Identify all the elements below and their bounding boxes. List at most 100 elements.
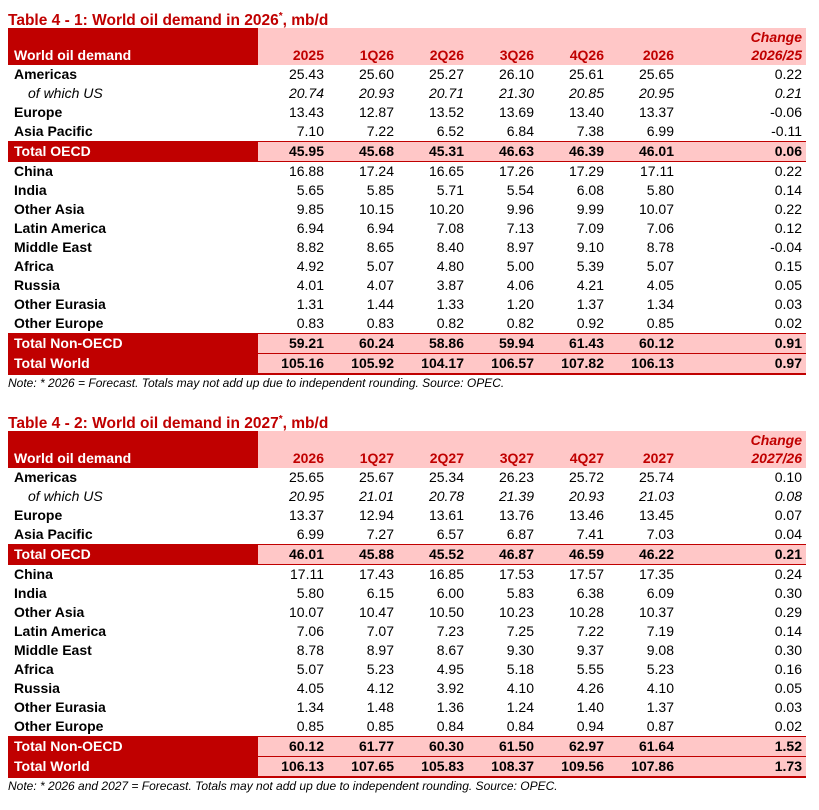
value-cell: 60.12 (608, 333, 678, 354)
value-cell: 7.41 (576, 526, 604, 542)
value-cell: 61.43 (538, 333, 608, 354)
value-cell: 8.97 (506, 239, 534, 255)
value-cell: 7.07 (366, 623, 394, 639)
column-header: 1Q26 (328, 46, 398, 65)
value-cell: 26.10 (498, 66, 534, 82)
value-cell: 10.50 (428, 604, 464, 620)
oil-demand-table-2027: Change World oil demand 2026 1Q27 2Q27 3… (8, 431, 806, 778)
value-cell: 21.39 (498, 488, 534, 504)
row-label: Middle East (14, 642, 92, 658)
table-row: Americas 25.65 25.67 25.34 26.23 25.72 25.74 0.… (8, 468, 806, 487)
value-cell: 7.06 (296, 623, 324, 639)
value-cell: 8.65 (366, 239, 394, 255)
value-cell: 7.03 (646, 526, 674, 542)
value-cell: 7.22 (576, 623, 604, 639)
value-cell: 20.95 (288, 488, 324, 504)
value-cell: 6.84 (506, 123, 534, 139)
table-row: Asia Pacific 7.10 7.22 6.52 6.84 7.38 6.99 -0.1… (8, 122, 806, 142)
value-cell: 5.80 (646, 182, 674, 198)
change-cell: 0.22 (774, 66, 802, 82)
value-cell: 25.61 (568, 66, 604, 82)
change-cell: 0.02 (774, 718, 802, 734)
table-note: Note: * 2026 = Forecast. Totals may not … (8, 376, 505, 390)
value-cell: 25.65 (638, 66, 674, 82)
column-header: 2Q27 (398, 449, 468, 468)
value-cell: 6.15 (366, 585, 394, 601)
value-cell: 10.15 (358, 201, 394, 217)
value-cell: 5.18 (506, 661, 534, 677)
row-label: China (14, 163, 53, 179)
change-cell: 0.30 (774, 642, 802, 658)
value-cell: 17.43 (358, 566, 394, 582)
row-label: China (14, 566, 53, 582)
change-cell: 0.03 (774, 699, 802, 715)
value-cell: 6.99 (296, 526, 324, 542)
change-cell: 0.97 (678, 353, 806, 375)
value-cell: 7.10 (296, 123, 324, 139)
value-cell: 17.24 (358, 163, 394, 179)
value-cell: 6.09 (646, 585, 674, 601)
total-row: Total OECD 46.01 45.88 45.52 46.87 46.59 46.22… (8, 544, 806, 565)
value-cell: 21.03 (638, 488, 674, 504)
header-row: World oil demand 2025 1Q26 2Q26 3Q26 4Q2… (8, 46, 806, 65)
value-cell: 0.87 (646, 718, 674, 734)
table-row: Russia 4.01 4.07 3.87 4.06 4.21 4.05 0.05 (8, 276, 806, 295)
change-cell: 1.73 (678, 756, 806, 778)
value-cell: 5.07 (366, 258, 394, 274)
value-cell: 21.30 (498, 85, 534, 101)
value-cell: 7.23 (436, 623, 464, 639)
value-cell: 17.26 (498, 163, 534, 179)
change-cell: -0.04 (770, 239, 802, 255)
row-label: Other Eurasia (14, 296, 106, 312)
value-cell: 5.71 (436, 182, 464, 198)
value-cell: 6.94 (366, 220, 394, 236)
column-header: 2027 (608, 449, 678, 468)
value-cell: 6.87 (506, 526, 534, 542)
column-header: 2025 (258, 46, 328, 65)
value-cell: 13.46 (568, 507, 604, 523)
row-label: Asia Pacific (14, 526, 93, 542)
value-cell: 6.52 (436, 123, 464, 139)
change-cell: -0.06 (770, 104, 802, 120)
change-cell: 0.22 (774, 201, 802, 217)
value-cell: 6.94 (296, 220, 324, 236)
change-cell: 1.52 (678, 736, 806, 757)
value-cell: 8.78 (646, 239, 674, 255)
value-cell: 106.13 (258, 756, 328, 778)
table-row: Other Eurasia 1.34 1.48 1.36 1.24 1.40 1.37 0.0… (8, 698, 806, 717)
value-cell: 7.22 (366, 123, 394, 139)
value-cell: 5.07 (646, 258, 674, 274)
row-label: Latin America (14, 623, 107, 639)
column-header: 2026 (608, 46, 678, 65)
value-cell: 9.96 (506, 201, 534, 217)
change-cell: 0.16 (774, 661, 802, 677)
value-cell: 13.40 (568, 104, 604, 120)
value-cell: 17.29 (568, 163, 604, 179)
value-cell: 105.16 (258, 353, 328, 375)
value-cell: 0.85 (366, 718, 394, 734)
value-cell: 10.47 (358, 604, 394, 620)
change-header-top: Change (678, 28, 806, 46)
value-cell: 10.23 (498, 604, 534, 620)
column-header: 4Q27 (538, 449, 608, 468)
table-row: Asia Pacific 6.99 7.27 6.57 6.87 7.41 7.03 0.04 (8, 525, 806, 545)
value-cell: 6.99 (646, 123, 674, 139)
value-cell: 105.83 (398, 756, 468, 778)
table-row: Middle East 8.82 8.65 8.40 8.97 9.10 8.78 -0.04 (8, 238, 806, 257)
value-cell: 13.45 (638, 507, 674, 523)
change-cell: 0.14 (774, 623, 802, 639)
value-cell: 4.06 (506, 277, 534, 293)
value-cell: 0.83 (366, 315, 394, 331)
table-row: Other Eurasia 1.31 1.44 1.33 1.20 1.37 1.34 0.0… (8, 295, 806, 314)
value-cell: 0.84 (506, 718, 534, 734)
column-header: 2026 (258, 449, 328, 468)
value-cell: 5.80 (296, 585, 324, 601)
table-row: Americas 25.43 25.60 25.27 26.10 25.61 25.65 0.… (8, 65, 806, 84)
change-header-top: Change (678, 431, 806, 449)
value-cell: 9.30 (506, 642, 534, 658)
column-header: 3Q27 (468, 449, 538, 468)
header-label: World oil demand (8, 449, 258, 468)
value-cell: 10.07 (288, 604, 324, 620)
change-cell: 0.21 (678, 544, 806, 565)
table-row: Other Asia 10.07 10.47 10.50 10.23 10.28 10.37… (8, 603, 806, 622)
